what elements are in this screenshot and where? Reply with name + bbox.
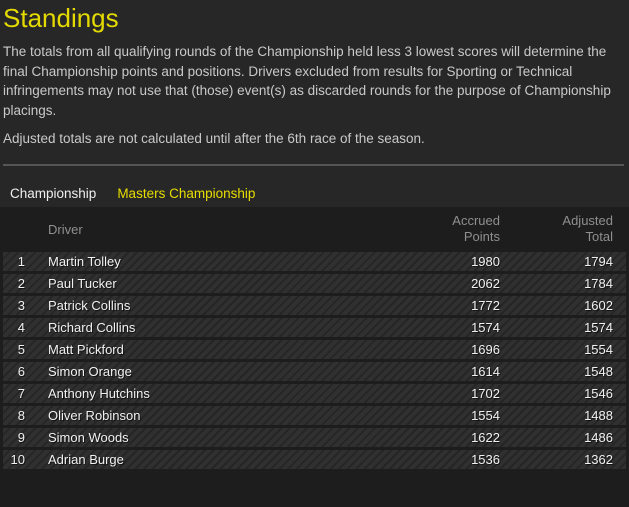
accrued-points-cell: 1614 bbox=[471, 363, 500, 379]
accrued-points-cell: 1696 bbox=[471, 341, 500, 357]
standings-rows: 1 Martin Tolley 1980 1794 2 Paul Tucker … bbox=[3, 251, 626, 469]
championship-description: The totals from all qualifying rounds of… bbox=[3, 44, 611, 118]
table-row: 2 Paul Tucker 2062 1784 bbox=[3, 273, 626, 293]
divider bbox=[3, 163, 624, 166]
adjusted-total-cell: 1602 bbox=[584, 297, 613, 313]
standings-tabs: Championship Masters Championship bbox=[10, 185, 629, 202]
rank-cell: 8 bbox=[17, 407, 25, 423]
table-row: 4 Richard Collins 1574 1574 bbox=[3, 317, 626, 337]
rank-cell: 6 bbox=[17, 363, 25, 379]
accrued-points-cell: 1772 bbox=[471, 297, 500, 313]
tab-championship[interactable]: Championship bbox=[10, 185, 97, 201]
accrued-points-cell: 1554 bbox=[471, 407, 500, 423]
rank-cell: 2 bbox=[17, 275, 25, 291]
col-header-driver: Driver bbox=[48, 221, 83, 237]
adjusted-total-cell: 1362 bbox=[584, 451, 613, 467]
rank-cell: 3 bbox=[17, 297, 25, 313]
table-row: 7 Anthony Hutchins 1702 1546 bbox=[3, 383, 626, 403]
accrued-points-cell: 1980 bbox=[471, 253, 500, 269]
adjusted-total-cell: 1784 bbox=[584, 275, 613, 291]
rank-cell: 9 bbox=[17, 429, 25, 445]
table-row: 8 Oliver Robinson 1554 1488 bbox=[3, 405, 626, 425]
table-row: 10 Adrian Burge 1536 1362 bbox=[3, 449, 626, 469]
table-row: 5 Matt Pickford 1696 1554 bbox=[3, 339, 626, 359]
rank-cell: 10 bbox=[10, 451, 25, 467]
table-row: 6 Simon Orange 1614 1548 bbox=[3, 361, 626, 381]
col-header-accrued-points: Accrued Points bbox=[452, 213, 500, 244]
table-header: Driver Accrued Points Adjusted Total bbox=[3, 207, 626, 252]
driver-cell: Anthony Hutchins bbox=[48, 385, 150, 401]
adjusted-totals-note: Adjusted totals are not calculated until… bbox=[3, 131, 425, 146]
driver-cell: Simon Woods bbox=[48, 429, 129, 445]
rank-cell: 5 bbox=[17, 341, 25, 357]
driver-cell: Oliver Robinson bbox=[48, 407, 141, 423]
table-row: 1 Martin Tolley 1980 1794 bbox=[3, 251, 626, 271]
adjusted-total-cell: 1488 bbox=[584, 407, 613, 423]
driver-cell: Adrian Burge bbox=[48, 451, 124, 467]
rank-cell: 1 bbox=[17, 253, 25, 269]
driver-cell: Martin Tolley bbox=[48, 253, 121, 269]
adjusted-total-cell: 1486 bbox=[584, 429, 613, 445]
adjusted-total-cell: 1548 bbox=[584, 363, 613, 379]
adjusted-total-cell: 1574 bbox=[584, 319, 613, 335]
driver-cell: Simon Orange bbox=[48, 363, 132, 379]
standings-table: Driver Accrued Points Adjusted Total 1 M… bbox=[0, 206, 629, 507]
accrued-points-cell: 1622 bbox=[471, 429, 500, 445]
table-row: 9 Simon Woods 1622 1486 bbox=[3, 427, 626, 447]
accrued-points-cell: 1574 bbox=[471, 319, 500, 335]
driver-cell: Richard Collins bbox=[48, 319, 136, 335]
driver-cell: Matt Pickford bbox=[48, 341, 124, 357]
accrued-points-cell: 1702 bbox=[471, 385, 500, 401]
accrued-points-cell: 2062 bbox=[471, 275, 500, 291]
adjusted-total-cell: 1546 bbox=[584, 385, 613, 401]
adjusted-total-cell: 1554 bbox=[584, 341, 613, 357]
col-header-adjusted-total: Adjusted Total bbox=[562, 213, 613, 244]
tab-masters-championship[interactable]: Masters Championship bbox=[117, 185, 256, 201]
table-row: 3 Patrick Collins 1772 1602 bbox=[3, 295, 626, 315]
driver-cell: Paul Tucker bbox=[48, 275, 117, 291]
adjusted-total-cell: 1794 bbox=[584, 253, 613, 269]
rank-cell: 4 bbox=[17, 319, 25, 335]
driver-cell: Patrick Collins bbox=[48, 297, 131, 313]
rank-cell: 7 bbox=[17, 385, 25, 401]
page-title: Standings bbox=[3, 3, 119, 33]
accrued-points-cell: 1536 bbox=[471, 451, 500, 467]
